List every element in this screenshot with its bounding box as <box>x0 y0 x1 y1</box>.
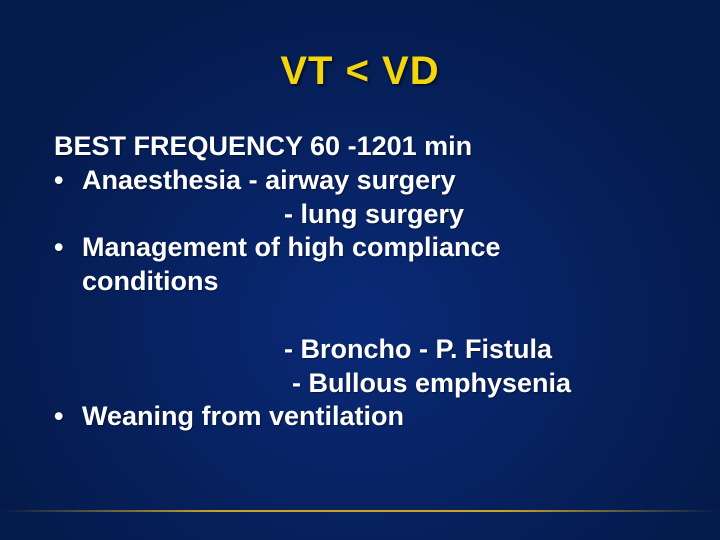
bullet-text: Management of high compliance <box>82 231 501 265</box>
sub-line-broncho: - Broncho - P. Fistula <box>54 333 672 367</box>
heading-line: BEST FREQUENCY 60 -1201 min <box>54 130 672 164</box>
bullet-icon: • <box>54 400 82 434</box>
slide: VT < VD BEST FREQUENCY 60 -1201 min • An… <box>0 0 720 540</box>
slide-title: VT < VD <box>0 49 720 94</box>
bullet-item-management: • Management of high compliance <box>54 231 672 265</box>
bullet-icon: • <box>54 164 82 198</box>
bullet-text: Anaesthesia - airway surgery <box>82 164 456 198</box>
sub-line-bullous: - Bullous emphysenia <box>54 367 672 401</box>
bullet-item-weaning: • Weaning from ventilation <box>54 400 672 434</box>
bullet-text: Weaning from ventilation <box>82 400 404 434</box>
bullet-item-anaesthesia: • Anaesthesia - airway surgery <box>54 164 672 198</box>
spacer <box>54 299 672 333</box>
continuation-conditions: conditions <box>54 265 672 299</box>
slide-body: BEST FREQUENCY 60 -1201 min • Anaesthesi… <box>54 130 672 434</box>
bottom-underline <box>0 510 720 512</box>
bullet-icon: • <box>54 231 82 265</box>
sub-line-lung: - lung surgery <box>54 198 672 232</box>
